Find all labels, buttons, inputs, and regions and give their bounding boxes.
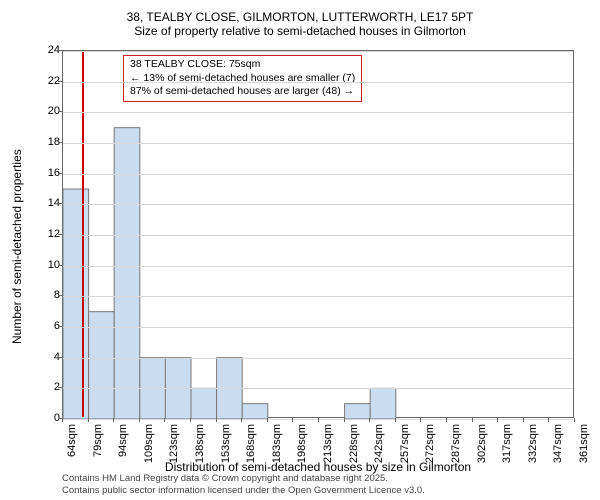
x-tick-label: 153sqm: [220, 424, 232, 463]
x-tick-mark: [523, 418, 524, 422]
gridline: [63, 112, 573, 113]
y-axis-label: Number of semi-detached properties: [10, 149, 24, 344]
x-tick-mark: [216, 418, 217, 422]
footer: Contains HM Land Registry data © Crown c…: [62, 473, 425, 497]
x-tick-mark: [369, 418, 370, 422]
x-tick-label: 347sqm: [552, 424, 564, 463]
gridline: [63, 235, 573, 236]
x-tick-label: 242sqm: [373, 424, 385, 463]
gridline: [63, 296, 573, 297]
x-tick-label: 257sqm: [399, 424, 411, 463]
x-tick-label: 64sqm: [66, 424, 78, 457]
plot-area: 38 TEALBY CLOSE: 75sqm ← 13% of semi-det…: [62, 50, 574, 418]
y-tick-mark: [58, 142, 62, 143]
x-tick-mark: [574, 418, 575, 422]
gridline: [63, 388, 573, 389]
x-tick-mark: [446, 418, 447, 422]
gridline: [63, 174, 573, 175]
x-tick-mark: [88, 418, 89, 422]
x-tick-label: 272sqm: [424, 424, 436, 463]
y-tick-mark: [58, 81, 62, 82]
x-tick-label: 287sqm: [450, 424, 462, 463]
x-tick-mark: [395, 418, 396, 422]
x-tick-mark: [497, 418, 498, 422]
title-sub: Size of property relative to semi-detach…: [0, 24, 600, 38]
y-tick-mark: [58, 326, 62, 327]
annotation-box: 38 TEALBY CLOSE: 75sqm ← 13% of semi-det…: [123, 55, 362, 102]
x-tick-mark: [139, 418, 140, 422]
x-tick-label: 213sqm: [322, 424, 334, 463]
y-tick-mark: [58, 173, 62, 174]
x-tick-label: 79sqm: [92, 424, 104, 457]
x-tick-mark: [318, 418, 319, 422]
gridline: [63, 266, 573, 267]
annotation-line3: 87% of semi-detached houses are larger (…: [130, 85, 355, 99]
bar: [191, 388, 217, 419]
x-tick-mark: [113, 418, 114, 422]
y-tick-mark: [58, 111, 62, 112]
x-tick-mark: [241, 418, 242, 422]
y-tick-mark: [58, 203, 62, 204]
x-tick-mark: [164, 418, 165, 422]
y-tick-mark: [58, 234, 62, 235]
footer-line2: Contains public sector information licen…: [62, 485, 425, 497]
annotation-line1: 38 TEALBY CLOSE: 75sqm: [130, 58, 355, 72]
x-tick-mark: [292, 418, 293, 422]
x-tick-label: 168sqm: [245, 424, 257, 463]
x-tick-mark: [267, 418, 268, 422]
x-axis-label: Distribution of semi-detached houses by …: [62, 460, 574, 474]
gridline: [63, 82, 573, 83]
gridline: [63, 327, 573, 328]
bar: [242, 404, 268, 419]
highlight-marker: [82, 51, 84, 417]
y-tick-mark: [58, 295, 62, 296]
bar: [63, 189, 89, 419]
gridline: [63, 204, 573, 205]
x-tick-mark: [420, 418, 421, 422]
x-tick-mark: [548, 418, 549, 422]
bars-svg: [63, 51, 573, 417]
gridline: [63, 51, 573, 52]
x-tick-label: 302sqm: [476, 424, 488, 463]
x-tick-mark: [62, 418, 63, 422]
annotation-line2: ← 13% of semi-detached houses are smalle…: [130, 72, 355, 86]
x-tick-label: 109sqm: [143, 424, 155, 463]
x-tick-label: 361sqm: [578, 424, 590, 463]
y-tick-mark: [58, 357, 62, 358]
x-tick-mark: [472, 418, 473, 422]
x-tick-label: 198sqm: [296, 424, 308, 463]
x-tick-label: 123sqm: [168, 424, 180, 463]
x-tick-mark: [344, 418, 345, 422]
x-tick-label: 332sqm: [527, 424, 539, 463]
bar: [114, 128, 140, 419]
x-tick-label: 138sqm: [194, 424, 206, 463]
y-tick-mark: [58, 265, 62, 266]
gridline: [63, 358, 573, 359]
x-tick-label: 183sqm: [271, 424, 283, 463]
x-tick-label: 228sqm: [348, 424, 360, 463]
title-main: 38, TEALBY CLOSE, GILMORTON, LUTTERWORTH…: [0, 10, 600, 24]
footer-line1: Contains HM Land Registry data © Crown c…: [62, 473, 425, 485]
chart-container: 38, TEALBY CLOSE, GILMORTON, LUTTERWORTH…: [0, 8, 600, 500]
gridline: [63, 143, 573, 144]
x-tick-label: 94sqm: [117, 424, 129, 457]
x-tick-mark: [190, 418, 191, 422]
bar: [345, 404, 371, 419]
y-tick-mark: [58, 387, 62, 388]
y-tick-mark: [58, 50, 62, 51]
x-tick-label: 317sqm: [501, 424, 513, 463]
bar: [370, 388, 396, 419]
